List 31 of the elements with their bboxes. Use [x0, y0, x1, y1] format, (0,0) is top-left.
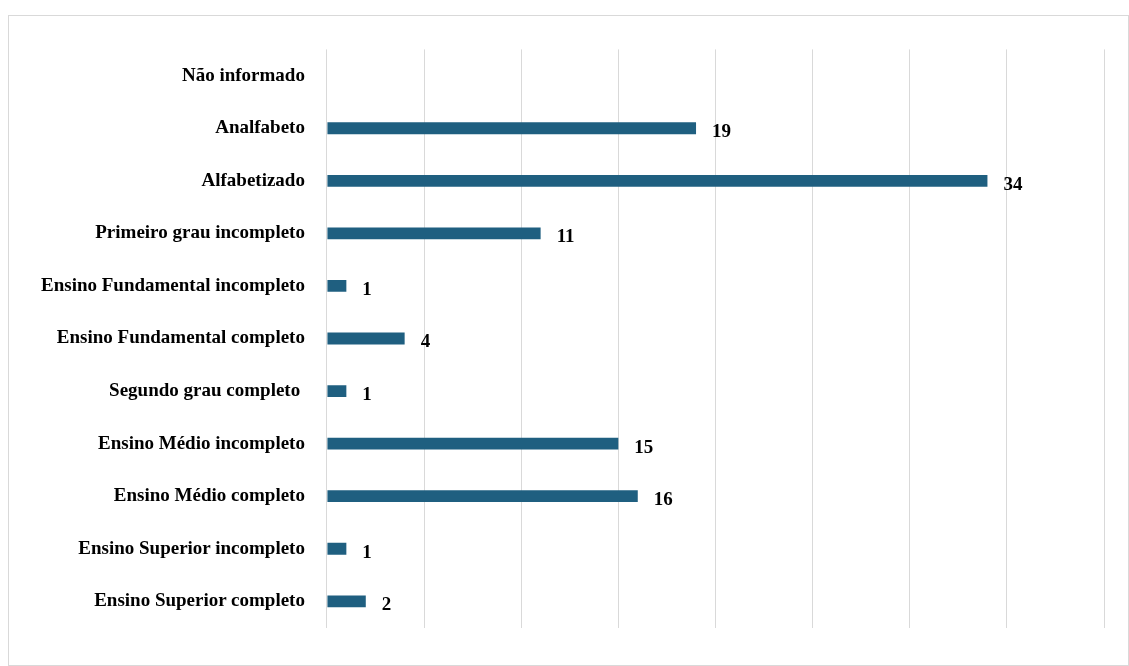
y-tick-label: Primeiro grau incompleto: [95, 221, 305, 243]
y-tick-label: Segundo grau completo: [109, 378, 305, 400]
bar: [327, 174, 988, 187]
y-tick-label: Analfabeto: [215, 116, 305, 138]
data-label: 2: [381, 593, 392, 615]
y-tick-label: Ensino Médio completo: [113, 484, 305, 506]
y-tick-label: Ensino Médio incompleto: [98, 431, 305, 453]
y-tick-label: Não informado: [181, 63, 305, 85]
data-label: 4: [420, 330, 431, 352]
y-tick-label: Ensino Superior incompleto: [78, 536, 305, 558]
data-label: 1: [362, 382, 372, 404]
bar: [327, 280, 347, 292]
data-label: 15: [634, 435, 654, 457]
bar: [327, 385, 347, 397]
data-label: 1: [362, 540, 372, 562]
y-tick-label: Ensino Fundamental completo: [56, 326, 305, 348]
y-tick-label: Ensino Superior completo: [94, 589, 305, 611]
bar: [327, 122, 697, 135]
y-tick-label: Ensino Fundamental incompleto: [40, 273, 305, 295]
bar: [327, 595, 366, 608]
bar: [327, 437, 619, 450]
data-label: 1: [362, 277, 372, 299]
bar: [327, 332, 405, 345]
data-label: 16: [653, 488, 673, 510]
data-label: 19: [712, 120, 732, 142]
bar: [327, 542, 347, 555]
data-label: 34: [1003, 172, 1023, 194]
data-label: 11: [556, 225, 575, 247]
bar: [327, 490, 638, 503]
bar: [327, 227, 541, 240]
y-tick-label: Alfabetizado: [201, 168, 305, 190]
